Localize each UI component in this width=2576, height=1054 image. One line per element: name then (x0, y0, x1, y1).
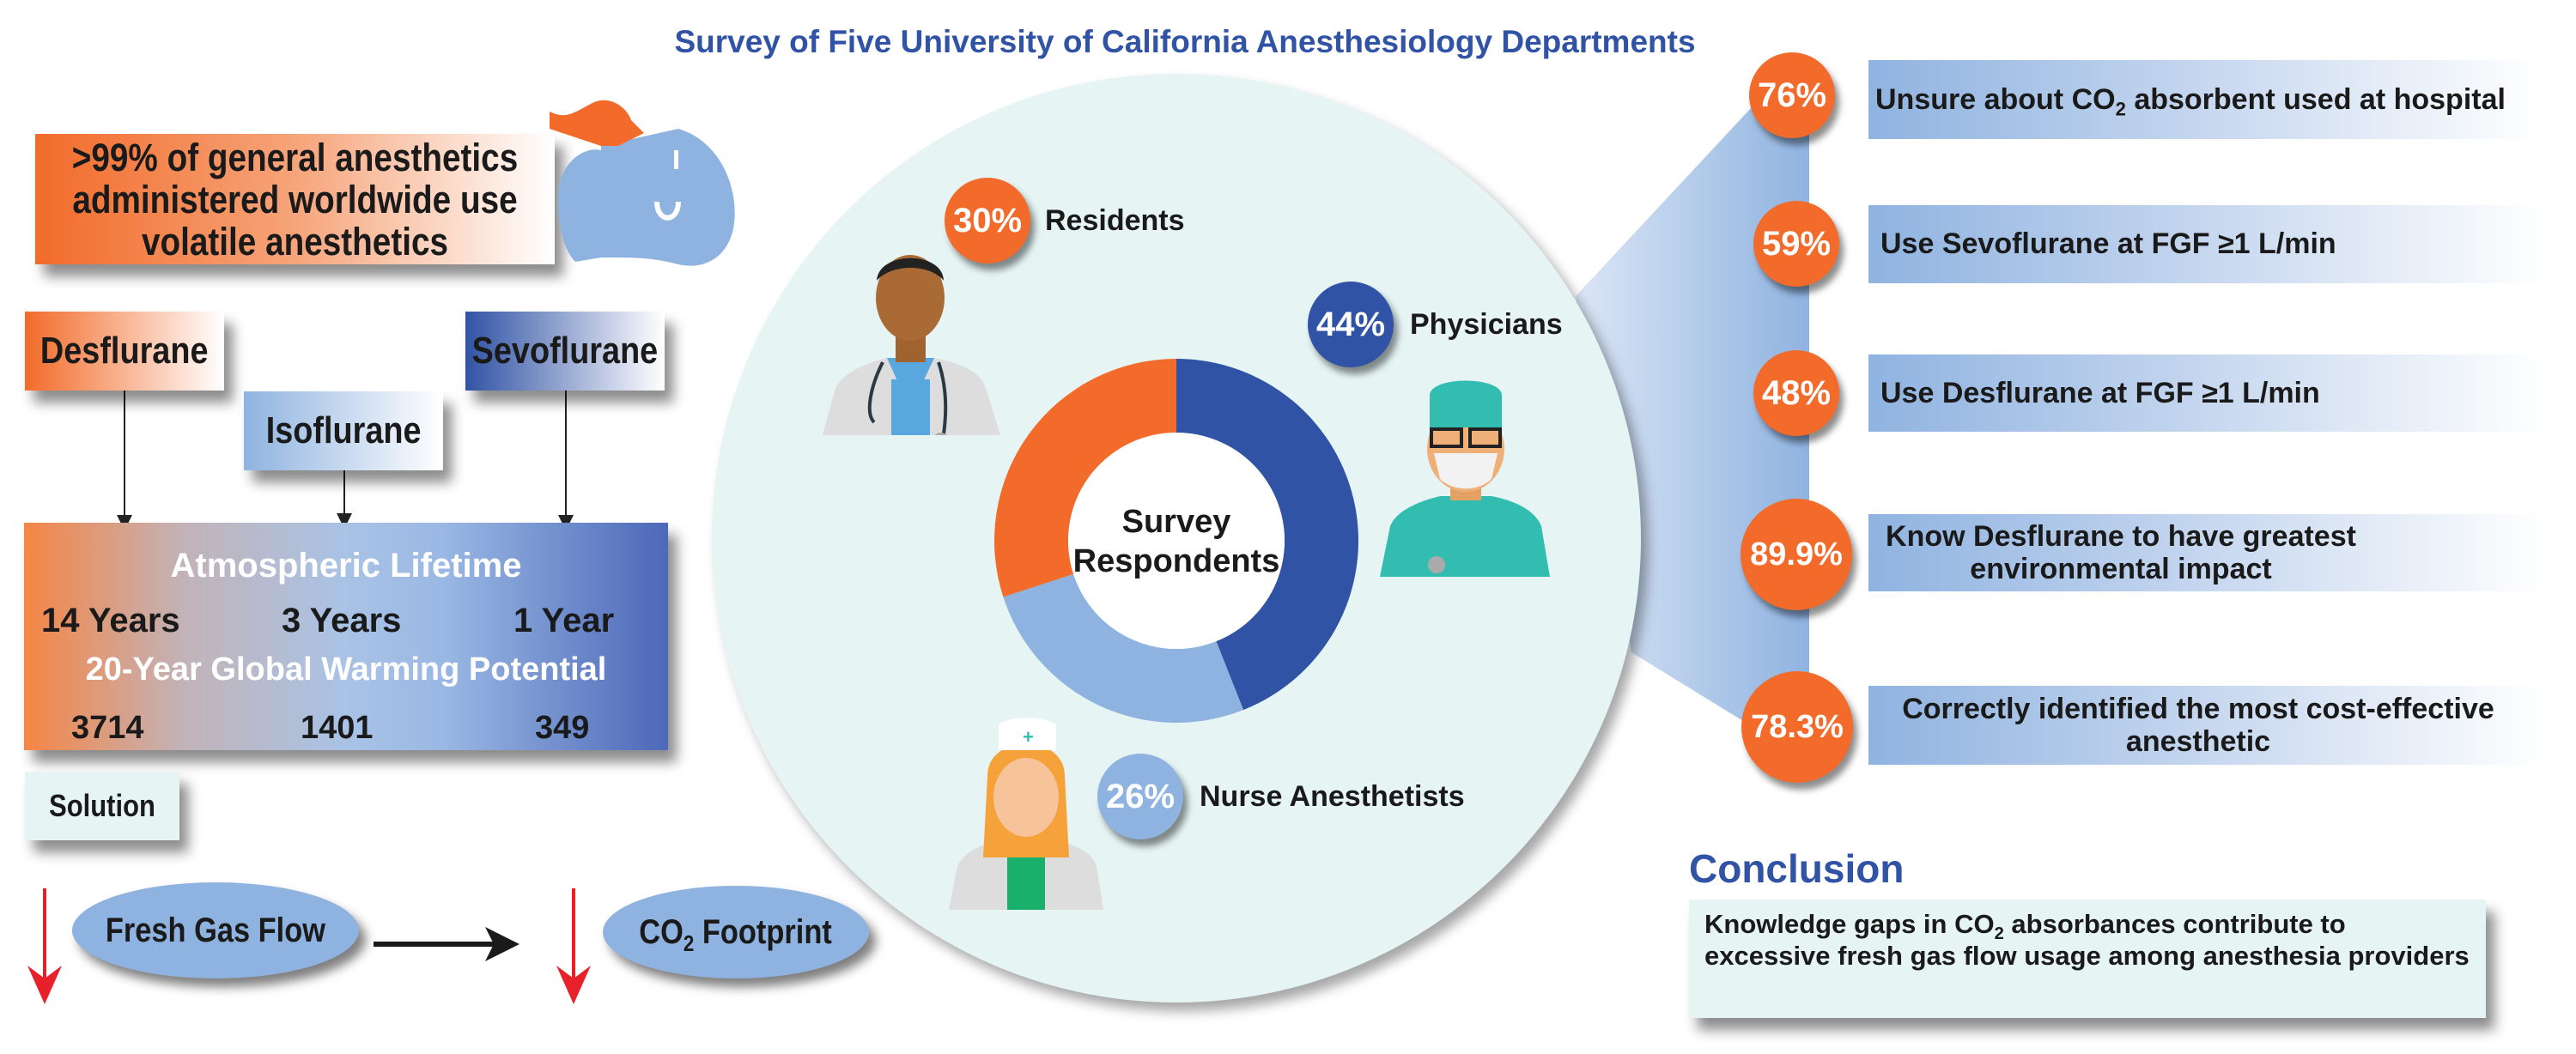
drug-label: Desflurane (40, 330, 209, 372)
lifetime-title: Atmospheric Lifetime (170, 547, 522, 585)
fresh-gas-flow-bubble: Fresh Gas Flow (72, 882, 359, 978)
comparison-box: Atmospheric Lifetime 14 Years 3 Years 1 … (24, 523, 668, 750)
finding-text: Correctly identified the most cost-effec… (1902, 693, 2494, 758)
right-arrow-icon (374, 927, 519, 961)
lifetime-isoflurane: 3 Years (282, 602, 402, 639)
finding-percent-badge: 89.9% (1741, 499, 1852, 610)
physicians-label: Physicians (1410, 308, 1563, 341)
down-arrow-icon (556, 888, 591, 1004)
nurses-label: Nurse Anesthetists (1200, 780, 1465, 813)
surgeon-icon (1380, 380, 1550, 577)
gwp-sevoflurane: 349 (535, 710, 590, 746)
donut-hole (1068, 433, 1285, 649)
residents-label: Residents (1045, 204, 1185, 237)
finding-bar: Correctly identified the most cost-effec… (1868, 686, 2546, 765)
respondents-donut-chart (994, 359, 1358, 723)
finding-text-rest: absorbent used at hospital (2125, 82, 2506, 116)
donut-segment-physicians (1176, 359, 1358, 711)
gwp-title: 20-Year Global Warming Potential (85, 651, 607, 688)
finding-percent-badge: 78.3% (1741, 671, 1853, 783)
center-line-2: Respondents (1072, 543, 1280, 579)
finding-bar: Use Desflurane at FGF ≥1 L/min (1868, 354, 2546, 432)
conclusion-box: Knowledge gaps in CO2 absorbances contri… (1689, 900, 2486, 1018)
finding-text: Know Desflurane to have greatest environ… (1886, 520, 2356, 585)
co2-label: CO (639, 912, 684, 951)
patient-head-icon (550, 100, 735, 266)
finding-bar: Know Desflurane to have greatest environ… (1868, 514, 2546, 591)
gwp-desflurane: 3714 (71, 710, 144, 746)
down-arrow-icon (27, 888, 62, 1004)
lifetime-desflurane: 14 Years (41, 602, 180, 639)
subscript: 2 (2115, 98, 2126, 120)
finding-bar: Use Sevoflurane at FGF ≥1 L/min (1868, 205, 2546, 283)
co2-subscript: 2 (683, 930, 695, 956)
gwp-isoflurane: 1401 (301, 710, 374, 746)
finding-text: Use Sevoflurane at FGF ≥1 L/min (1880, 227, 2336, 260)
sevoflurane-box: Sevoflurane (465, 312, 665, 391)
nurses-percent-badge: 26% (1097, 754, 1183, 839)
drug-label: Sevoflurane (471, 330, 659, 372)
donut-center-label: Survey Respondents (1068, 502, 1285, 581)
solution-box: Solution (25, 772, 179, 840)
eye-icon (674, 150, 678, 169)
resident-doctor-icon (823, 255, 1000, 435)
subscript: 2 (1994, 924, 2004, 944)
conclusion-text: Knowledge gaps in CO (1704, 909, 1995, 939)
center-line-1: Survey (1121, 504, 1231, 540)
finding-bar: Unsure about CO2 absorbent used at hospi… (1868, 60, 2541, 139)
isoflurane-box: Isoflurane (244, 391, 443, 470)
finding-percent-badge: 48% (1753, 350, 1839, 436)
finding-text: Unsure about CO (1875, 82, 2116, 116)
conclusion-text-rest: absorbances contribute to excessive fres… (1704, 909, 2470, 971)
drug-label: Isoflurane (265, 409, 422, 451)
finding-text: Use Desflurane at FGF ≥1 L/min (1880, 376, 2320, 409)
desflurane-box: Desflurane (25, 312, 224, 391)
cross-icon: + (1023, 726, 1034, 748)
footprint-label: Footprint (702, 912, 833, 951)
page-title: Survey of Five University of California … (674, 24, 1696, 59)
lifetime-sevoflurane: 1 Year (513, 602, 615, 639)
donut-segment-nurse-anesthetists (1003, 573, 1244, 723)
nurse-icon: + (949, 718, 1103, 910)
solution-label: Solution (49, 788, 155, 823)
finding-percent-badge: 76% (1749, 52, 1835, 138)
physicians-percent-badge: 44% (1308, 282, 1394, 367)
intro-text: >99% of general anesthetics administered… (71, 135, 519, 264)
residents-percent-badge: 30% (945, 178, 1030, 264)
co2-footprint-bubble: CO2 Footprint (603, 886, 869, 978)
fresh-gas-label: Fresh Gas Flow (105, 911, 326, 949)
donut-segment-residents (994, 359, 1176, 597)
conclusion-title: Conclusion (1689, 846, 1905, 891)
finding-percent-badge: 59% (1753, 201, 1839, 287)
intro-box: >99% of general anesthetics administered… (35, 134, 555, 264)
